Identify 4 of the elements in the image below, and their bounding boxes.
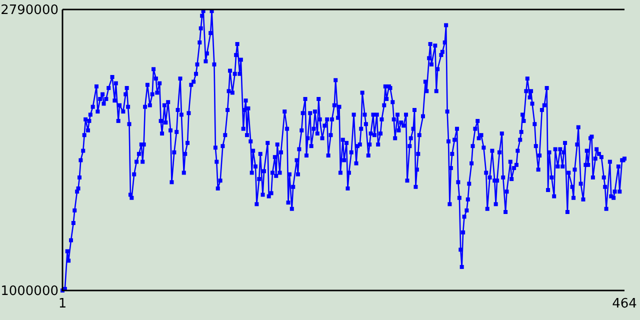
y-tick-label: 1000000 — [0, 284, 58, 300]
y-tick-label: 2790000 — [0, 3, 58, 18]
x-tick-label: 1 — [58, 296, 67, 312]
x-tick-label: 464 — [612, 296, 637, 312]
